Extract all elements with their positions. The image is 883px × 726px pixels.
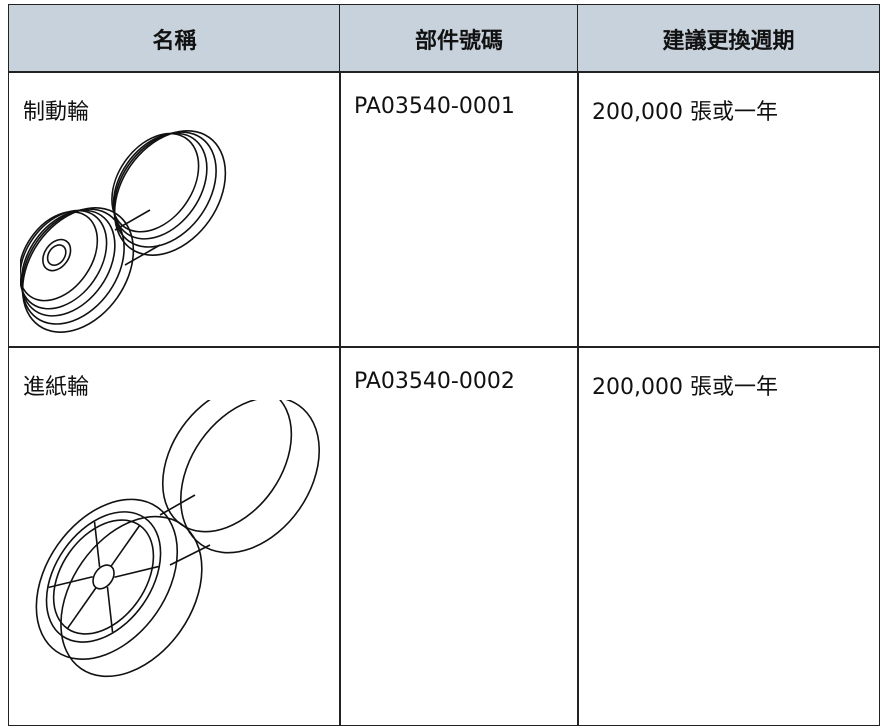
page: 名稱 部件號碼 建議更換週期 制動輪 PA03540-0001 200,000 …	[8, 4, 880, 726]
period-cell: 200,000 張或一年	[577, 71, 880, 348]
header-cell: 部件號碼	[339, 4, 579, 73]
name-cell: 制動輪	[8, 71, 341, 348]
header-cell: 名稱	[8, 4, 341, 73]
cell-text: 進紙輪	[23, 375, 90, 400]
brake-roller-illustration	[20, 130, 227, 333]
cell-text: 200,000 張或一年	[592, 100, 778, 125]
pick-roller-illustration	[35, 400, 321, 678]
cell-text: PA03540-0002	[354, 369, 515, 394]
cell-text: PA03540-0001	[354, 94, 515, 119]
cell-text: 制動輪	[23, 100, 90, 125]
part-cell: PA03540-0001	[339, 71, 579, 348]
period-cell: 200,000 張或一年	[577, 346, 880, 726]
cell-text: 200,000 張或一年	[592, 375, 778, 400]
header-cell: 建議更換週期	[577, 4, 880, 73]
part-cell: PA03540-0002	[339, 346, 579, 726]
